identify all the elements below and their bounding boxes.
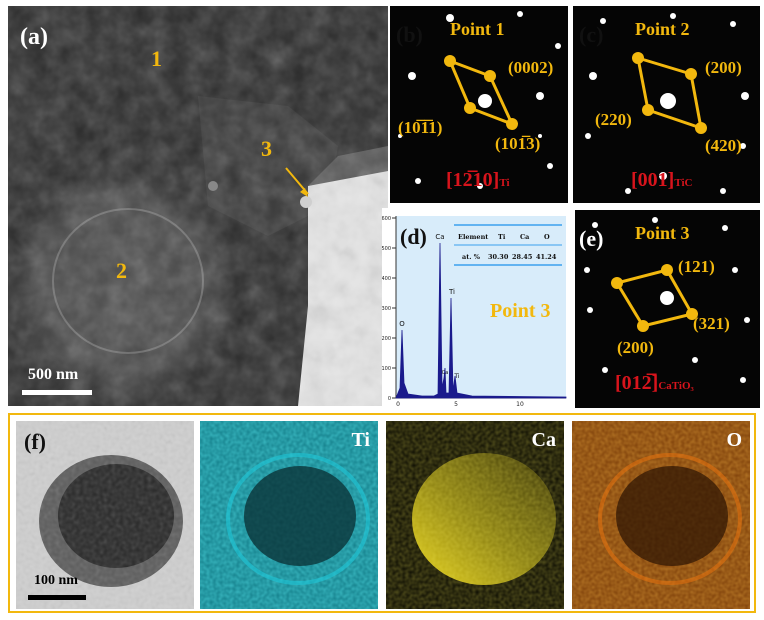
- zone-axis-c-indices: [001]: [631, 169, 675, 191]
- diffraction-pattern-e: [584, 217, 750, 383]
- map-label-ca: Ca: [531, 429, 556, 451]
- spot-label-c-3: (420): [705, 136, 742, 155]
- region-label-3: 3: [261, 136, 272, 161]
- peak-label-ti-2: Ti: [453, 373, 459, 380]
- point-title-d: Point 3: [490, 300, 551, 322]
- spot-label-b-3: (101̅3): [495, 134, 541, 153]
- spot-label-e-3: (200): [617, 338, 654, 357]
- zone-axis-b: [12̅10]Ti: [446, 169, 510, 192]
- spectrum-plot-area: [396, 216, 566, 398]
- peak-label-ca: Ca: [435, 233, 444, 241]
- panel-label-e: (e): [579, 226, 604, 251]
- scale-bar-a: [22, 390, 92, 395]
- zone-axis-e-indices: [012̅]: [615, 372, 659, 394]
- eds-spectrum: 0 100 200 300 400 500 600 0 5 10 O Ca Ti…: [382, 216, 567, 408]
- y-tick-300: 300: [382, 306, 391, 312]
- table-header-o: O: [544, 233, 550, 241]
- panel-c-saed: (c) Point 2 (200) (220) (420) [001]TiC: [573, 6, 760, 203]
- table-cell-at: at. %: [462, 253, 481, 261]
- o-map: O: [572, 421, 750, 609]
- haadf-image: (f) 100 nm: [16, 421, 194, 609]
- panel-d-eds: 0 100 200 300 400 500 600 0 5 10 O Ca Ti…: [382, 208, 570, 408]
- region-label-2: 2: [116, 258, 127, 283]
- map-label-o: O: [726, 429, 742, 451]
- spot-label-e-1: (121): [678, 257, 715, 276]
- table-header-ti: Ti: [498, 233, 506, 241]
- map-label-ti: Ti: [351, 429, 370, 451]
- zone-axis-c-phase: TiC: [674, 177, 693, 189]
- panel-e-saed: (e) Point 3 (121) (321) (200) [012̅]CaTi…: [575, 210, 760, 408]
- panel-a-tem-image: (a) 1 2 3 500 nm: [8, 6, 388, 406]
- scale-bar-label-f: 100 nm: [34, 573, 78, 588]
- ca-map: Ca: [386, 421, 564, 609]
- y-tick-100: 100: [382, 366, 391, 372]
- zone-axis-c: [001]TiC: [631, 169, 692, 192]
- panel-label-f: (f): [24, 429, 46, 454]
- table-cell-ca: 28.45: [512, 253, 533, 261]
- y-tick-200: 200: [382, 336, 391, 342]
- scale-bar-f: [28, 595, 86, 600]
- y-tick-500: 500: [382, 246, 391, 252]
- panel-label-c: (c): [579, 22, 604, 47]
- zone-axis-b-phase: Ti: [499, 177, 510, 189]
- spot-label-c-1: (200): [705, 58, 742, 77]
- table-cell-o: 41.24: [536, 253, 557, 261]
- spot-label-b-1: (0002): [508, 58, 554, 77]
- diffraction-pattern-c: [585, 13, 749, 194]
- y-tick-600: 600: [382, 216, 391, 222]
- peak-label-ca-2: Ca: [442, 370, 449, 376]
- panel-b-saed: (b) Point 1 (0002) (10̅1̅1) (101̅3) [12̅…: [390, 6, 568, 203]
- spot-label-b-2: (10̅1̅1): [398, 118, 443, 137]
- ti-map: Ti: [200, 421, 378, 609]
- diffraction-pattern-b: [398, 11, 561, 189]
- y-tick-400: 400: [382, 276, 391, 282]
- zone-axis-e-phase: CaTiO₃: [658, 380, 694, 392]
- point-title-e: Point 3: [635, 223, 690, 243]
- x-tick-5: 5: [454, 401, 458, 408]
- scale-bar-label-a: 500 nm: [28, 366, 79, 383]
- x-tick-0: 0: [396, 401, 400, 408]
- panel-label-d: (d): [400, 224, 427, 249]
- region-label-1: 1: [151, 46, 162, 71]
- spectrum-trace: [395, 242, 567, 399]
- spot-label-e-2: (321): [693, 314, 730, 333]
- peak-label-ti: Ti: [448, 288, 455, 296]
- tem-micrograph: [8, 6, 388, 406]
- table-header-element: Element: [458, 233, 488, 241]
- y-tick-0: 0: [388, 396, 391, 402]
- panel-label-a: (a): [20, 24, 48, 50]
- zone-axis-e: [012̅]CaTiO₃: [615, 372, 694, 395]
- table-header-ca: Ca: [520, 233, 530, 241]
- table-cell-ti: 30.30: [488, 253, 509, 261]
- zone-axis-b-indices: [12̅10]: [446, 169, 500, 191]
- peak-label-o: O: [399, 320, 405, 328]
- panel-f-frame: (f) 100 nm Ti: [8, 413, 756, 613]
- point-title-b: Point 1: [450, 19, 505, 39]
- spot-label-c-2: (220): [595, 110, 632, 129]
- x-tick-10: 10: [516, 401, 524, 408]
- panel-label-b: (b): [396, 22, 423, 47]
- point-title-c: Point 2: [635, 19, 690, 39]
